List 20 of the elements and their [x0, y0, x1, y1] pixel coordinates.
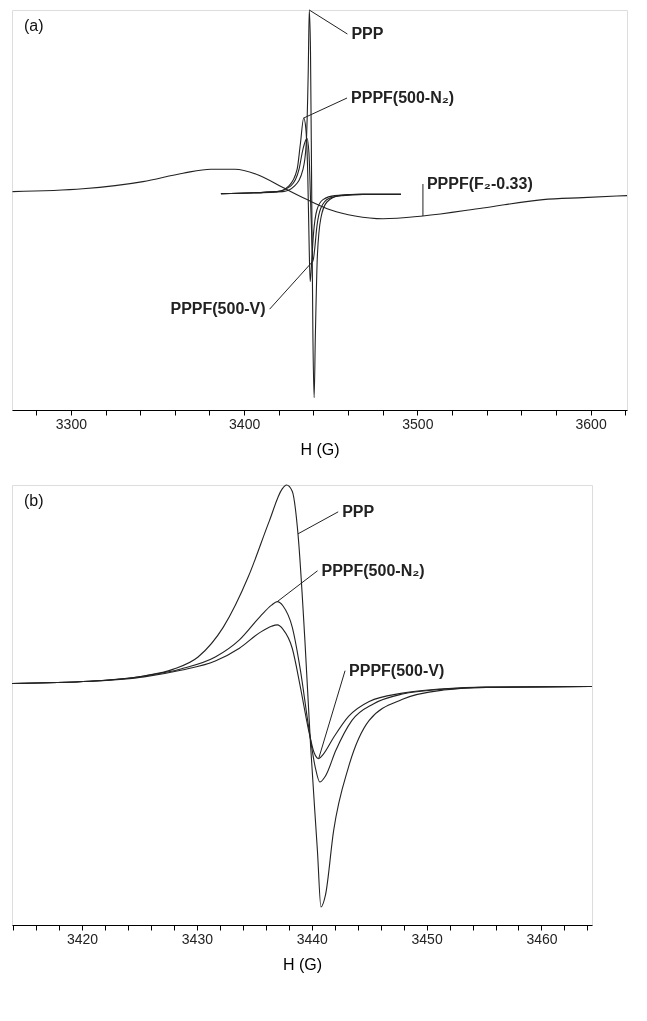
x-tick-label: 3450 — [411, 930, 443, 947]
x-tick-label: 3420 — [66, 930, 99, 947]
x-tick-label: 3430 — [181, 930, 214, 947]
x-tick-label: 3300 — [55, 415, 88, 432]
legend-label: PPPF(500-N₂) — [351, 89, 455, 106]
x-tick-label: 3500 — [402, 415, 434, 432]
x-tick-label: 3440 — [296, 930, 329, 947]
text: PPPF(500-N₂) — [321, 561, 425, 579]
annotation: (a) — [24, 17, 44, 34]
text: PPP — [351, 25, 384, 42]
text: PPP — [342, 502, 375, 520]
series-label: PPPF(500-V) — [349, 661, 445, 679]
series-label: PPPF(F₂-0.33) — [426, 175, 533, 192]
text: PPPF(500-V) — [170, 300, 266, 318]
x-tick-label: 3400 — [229, 415, 261, 432]
x-tick-label: 3600 — [575, 415, 607, 432]
x-tick-label: 3460 — [526, 930, 558, 947]
x-axis-title: H (G) — [282, 955, 323, 973]
annotation: (b) — [24, 492, 44, 509]
x-axis-title: H (G) — [300, 440, 340, 458]
